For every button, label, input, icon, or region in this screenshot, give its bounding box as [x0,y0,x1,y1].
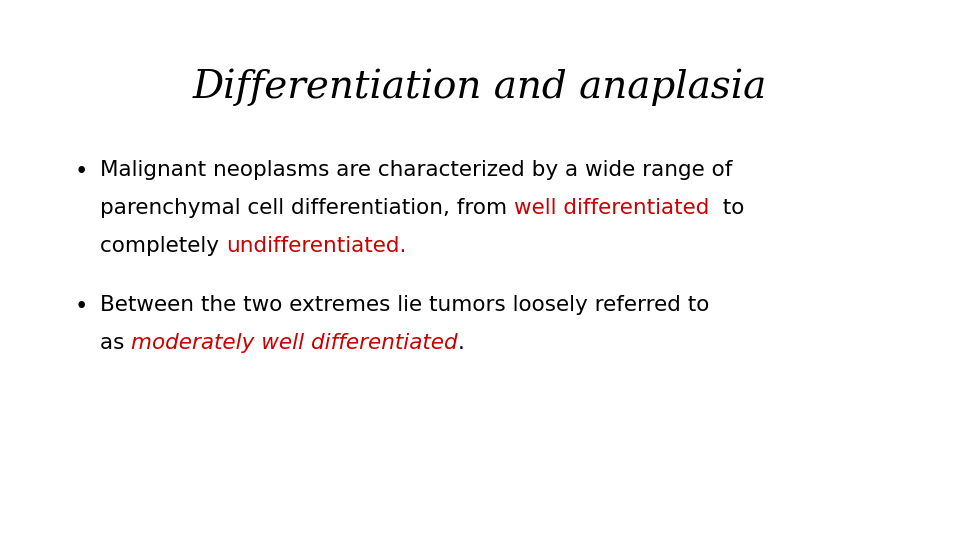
Text: •: • [75,160,88,183]
Text: parenchymal cell differentiation, from: parenchymal cell differentiation, from [100,198,514,218]
Text: well differentiated: well differentiated [514,198,709,218]
Text: moderately well differentiated: moderately well differentiated [132,333,458,353]
Text: completely: completely [100,236,226,256]
Text: undifferentiated.: undifferentiated. [226,236,406,256]
Text: •: • [75,295,88,318]
Text: as: as [100,333,132,353]
Text: to: to [709,198,745,218]
Text: .: . [458,333,465,353]
Text: Between the two extremes lie tumors loosely referred to: Between the two extremes lie tumors loos… [100,295,709,315]
Text: Malignant neoplasms are characterized by a wide range of: Malignant neoplasms are characterized by… [100,160,732,180]
Text: Differentiation and anaplasia: Differentiation and anaplasia [193,68,767,105]
